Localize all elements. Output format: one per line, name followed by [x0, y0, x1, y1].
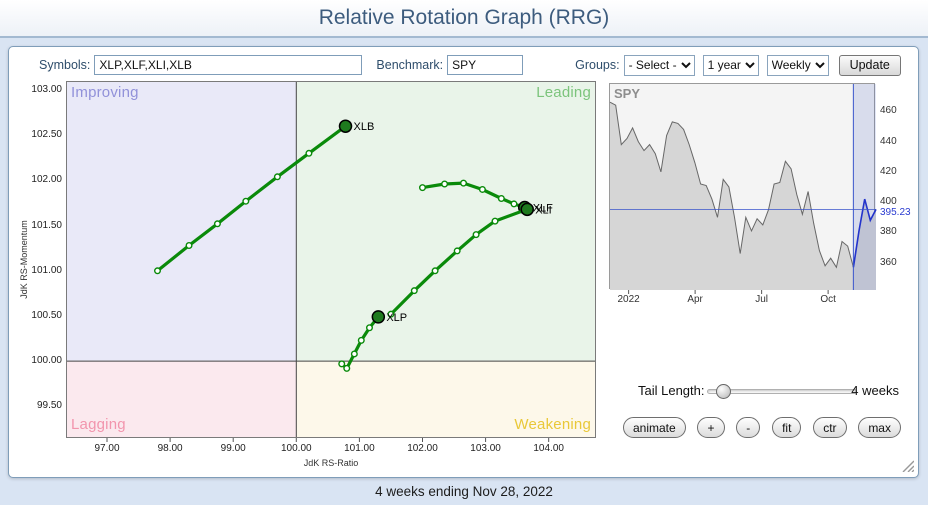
- rrg-y-tick: 99.50: [36, 400, 62, 412]
- rrg-chart[interactable]: XLB XLF XLI XLP Improving Leading Lagging W…: [19, 81, 596, 468]
- rrg-x-axis-title: JdK RS-Ratio: [303, 458, 359, 468]
- quadrant-label-improving: Improving: [71, 84, 139, 101]
- period-select[interactable]: 1 year: [702, 54, 759, 76]
- footer-caption: 4 weeks ending Nov 28, 2022: [375, 484, 553, 499]
- frequency-select[interactable]: Weekly: [766, 54, 829, 76]
- rrg-x-tick: 97.00: [94, 443, 120, 454]
- tail-length-slider[interactable]: [707, 384, 857, 399]
- update-button[interactable]: Update: [838, 54, 901, 76]
- groups-label: Groups:: [575, 58, 620, 72]
- spy-y-tick: 440: [880, 135, 897, 147]
- marker-XLI: [520, 202, 534, 217]
- toolbar: Symbols: Benchmark: Groups: - Select - 1…: [9, 53, 918, 77]
- rrg-x-tick: 103.00: [470, 443, 501, 454]
- fit-button[interactable]: fit: [772, 417, 802, 438]
- marker-XLB: [338, 119, 353, 133]
- spy-y-tick: 400: [880, 196, 897, 208]
- max-button[interactable]: max: [858, 417, 901, 438]
- tail-length-value: 4 weeks: [851, 383, 899, 398]
- spy-last-value-label: 395.23: [880, 207, 911, 219]
- trail-label-XLI: XLI: [535, 204, 552, 216]
- trail-label-XLF: XLF: [533, 203, 553, 215]
- trail-label-XLB: XLB: [354, 121, 375, 133]
- spy-svg: [609, 84, 877, 294]
- symbols-input[interactable]: [94, 55, 363, 75]
- rrg-y-tick: 100.00: [31, 355, 62, 367]
- quadrant-label-lagging: Lagging: [71, 416, 126, 433]
- quadrant-label-leading: Leading: [536, 84, 591, 101]
- spy-x-tick: Apr: [687, 294, 703, 305]
- spy-x-tick: Jul: [755, 294, 769, 305]
- tail-slider-thumb[interactable]: [715, 384, 731, 399]
- symbols-label: Symbols:: [39, 58, 91, 72]
- spy-chart[interactable]: SPY 460 440 420 400 380 360 395.23 2022 Apr Jul Oc…: [609, 83, 911, 305]
- benchmark-input[interactable]: [447, 55, 524, 75]
- rrg-y-tick: 101.50: [31, 219, 62, 231]
- rrg-y-tick: 103.00: [31, 84, 62, 96]
- rrg-y-tick: 101.00: [31, 264, 62, 276]
- quadrant-label-weakening: Weakening: [514, 416, 591, 433]
- spy-x-tick: 2022: [617, 294, 640, 305]
- groups-select[interactable]: - Select -: [623, 54, 695, 76]
- center-button[interactable]: ctr: [813, 417, 847, 438]
- rrg-control-buttons: animate + - fit ctr max: [623, 417, 901, 438]
- rrg-x-tick: 104.00: [533, 443, 564, 454]
- spy-y-tick: 460: [880, 105, 897, 117]
- marker-XLP: [371, 310, 386, 324]
- rrg-y-tick: 102.00: [31, 174, 62, 186]
- rrg-x-tick: 100.00: [281, 443, 312, 454]
- tail-highlight-band: [853, 84, 876, 290]
- rrg-x-tick: 98.00: [157, 443, 183, 454]
- rrg-x-tick: 99.00: [220, 443, 246, 454]
- app-header: Relative Rotation Graph (RRG): [0, 0, 928, 38]
- spy-chart-title: SPY: [614, 86, 641, 101]
- rrg-y-tick: 102.50: [31, 129, 62, 141]
- resize-grip-icon[interactable]: [900, 458, 914, 472]
- rrg-x-tick: 102.00: [407, 443, 438, 454]
- rrg-x-tick: 101.00: [344, 443, 375, 454]
- tail-length-label: Tail Length:: [638, 383, 705, 398]
- rrg-y-tick: 100.50: [31, 309, 62, 321]
- spy-y-tick: 420: [880, 165, 897, 177]
- main-panel: Symbols: Benchmark: Groups: - Select - 1…: [8, 46, 919, 478]
- spy-x-tick: Oct: [820, 294, 836, 305]
- zoom-out-button[interactable]: -: [736, 417, 761, 438]
- animate-button[interactable]: animate: [623, 417, 686, 438]
- zoom-in-button[interactable]: +: [697, 417, 725, 438]
- spy-y-tick: 380: [880, 226, 897, 238]
- benchmark-label: Benchmark:: [376, 58, 444, 72]
- spy-y-tick: 360: [880, 256, 897, 268]
- trail-label-XLP: XLP: [386, 312, 407, 324]
- page-title: Relative Rotation Graph (RRG): [318, 6, 610, 29]
